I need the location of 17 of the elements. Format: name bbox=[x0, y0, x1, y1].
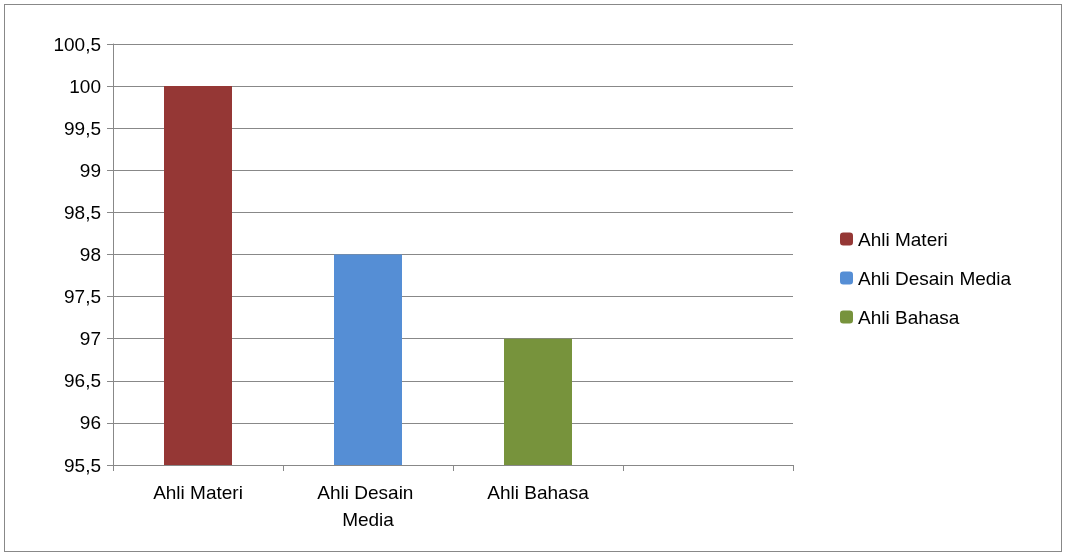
y-tick-label: 99,5 bbox=[64, 117, 101, 139]
x-tick-label: Ahli Desain Media bbox=[317, 482, 419, 530]
y-tick-label: 97,5 bbox=[64, 286, 101, 308]
y-tick-label: 100 bbox=[69, 75, 101, 97]
y-tick-label: 96 bbox=[79, 412, 101, 434]
y-tick-label: 98 bbox=[79, 244, 101, 265]
legend-label: Ahli Desain Media bbox=[858, 267, 1012, 289]
y-tick-label: 98,5 bbox=[64, 201, 101, 223]
y-tick-label: 99 bbox=[79, 159, 101, 181]
y-tick-label: 100,5 bbox=[53, 33, 101, 55]
legend-label: Ahli Bahasa bbox=[858, 306, 960, 328]
y-tick-label: 97 bbox=[79, 328, 101, 350]
x-tick-label: Ahli Bahasa bbox=[487, 482, 590, 503]
y-tick-label: 95,5 bbox=[64, 454, 101, 476]
x-tick-label: Ahli Materi bbox=[153, 482, 243, 503]
legend-label: Ahli Materi bbox=[858, 228, 948, 250]
y-tick-label: 96,5 bbox=[64, 370, 101, 392]
